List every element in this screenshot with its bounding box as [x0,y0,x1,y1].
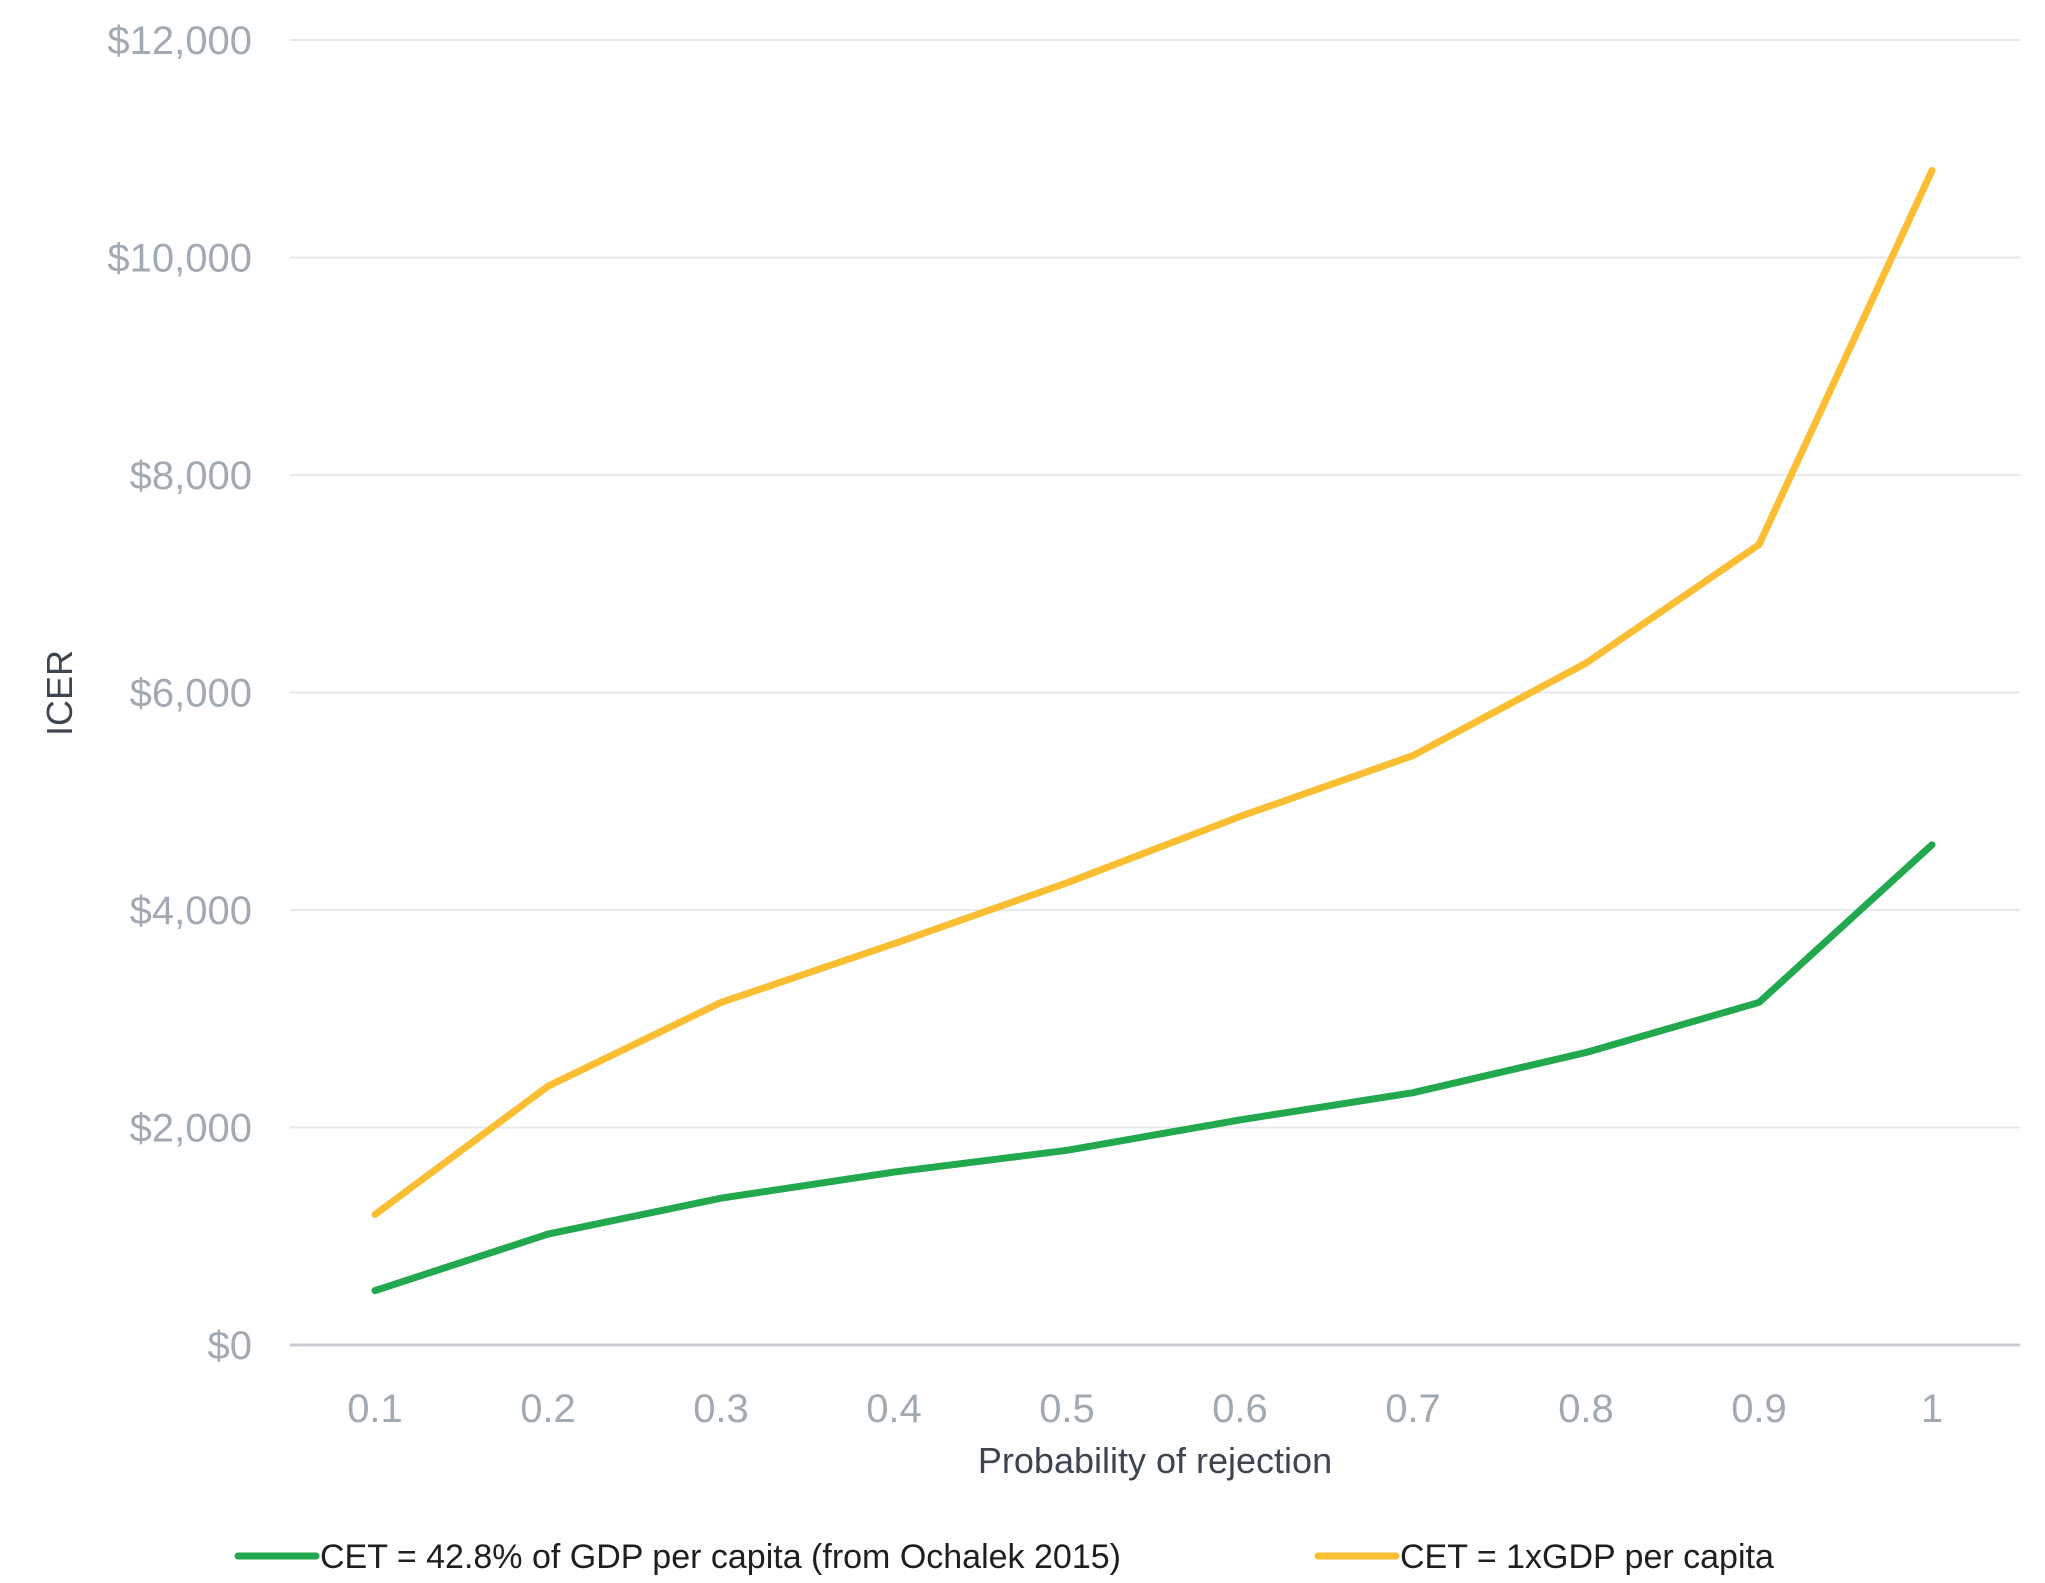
x-tick-label: 0.1 [347,1387,403,1431]
x-tick-label: 0.8 [1558,1387,1614,1431]
y-tick-label: $10,000 [107,237,252,281]
x-tick-label: 0.6 [1212,1387,1268,1431]
x-tick-label: 0.3 [693,1387,749,1431]
legend-label: CET = 42.8% of GDP per capita (from Ocha… [320,1538,1121,1576]
y-axis-ticks: $0 $2,000 $4,000 $6,000 $8,000 $10,000 $12,000 [107,19,252,1368]
x-tick-label: 0.7 [1385,1387,1441,1431]
x-tick-label: 0.5 [1039,1387,1095,1431]
x-axis-title: Probability of rejection [978,1440,1332,1481]
y-axis-title: ICER [39,650,80,736]
x-axis-ticks: 0.1 0.2 0.3 0.4 0.5 0.6 0.7 0.8 0.9 1 [347,1387,1943,1431]
y-tick-label: $2,000 [130,1107,252,1151]
x-tick-label: 0.4 [866,1387,922,1431]
x-tick-label: 1 [1921,1387,1943,1431]
legend: CET = 42.8% of GDP per capita (from Ocha… [234,1538,1774,1576]
x-tick-label: 0.2 [520,1387,576,1431]
series-lines [371,167,1936,1295]
y-tick-label: $12,000 [107,19,252,63]
y-tick-label: $6,000 [130,672,252,716]
x-tick-label: 0.9 [1731,1387,1787,1431]
grid-lines [290,39,2020,1347]
series-line-2 [371,167,1936,1218]
y-tick-label: $0 [208,1324,253,1368]
series-line-1 [371,841,1936,1295]
legend-label: CET = 1xGDP per capita [1400,1538,1774,1576]
y-tick-label: $4,000 [130,889,252,933]
y-tick-label: $8,000 [130,454,252,498]
